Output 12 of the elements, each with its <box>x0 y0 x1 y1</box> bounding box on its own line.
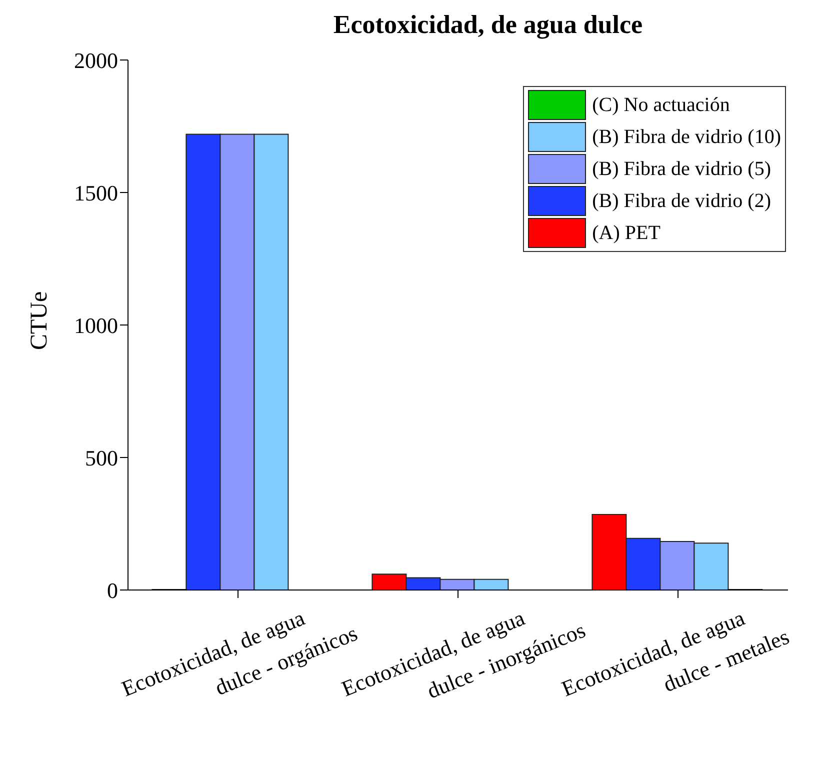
legend-label: (A) PET <box>592 222 660 244</box>
y-tick-label: 2000 <box>74 48 118 73</box>
legend-label: (B) Fibra de vidrio (10) <box>592 126 781 148</box>
legend-label: (B) Fibra de vidrio (5) <box>592 158 771 180</box>
chart-title: Ecotoxicidad, de agua dulce <box>333 10 643 39</box>
y-tick-label: 500 <box>85 445 118 470</box>
legend-label: (C) No actuación <box>592 94 730 116</box>
legend-label: (B) Fibra de vidrio (2) <box>592 190 771 212</box>
y-axis-title: CTUe <box>26 291 53 350</box>
y-tick-label: 1500 <box>74 180 118 206</box>
y-tick-label: 0 <box>107 578 118 603</box>
y-tick-label: 1000 <box>74 312 118 338</box>
